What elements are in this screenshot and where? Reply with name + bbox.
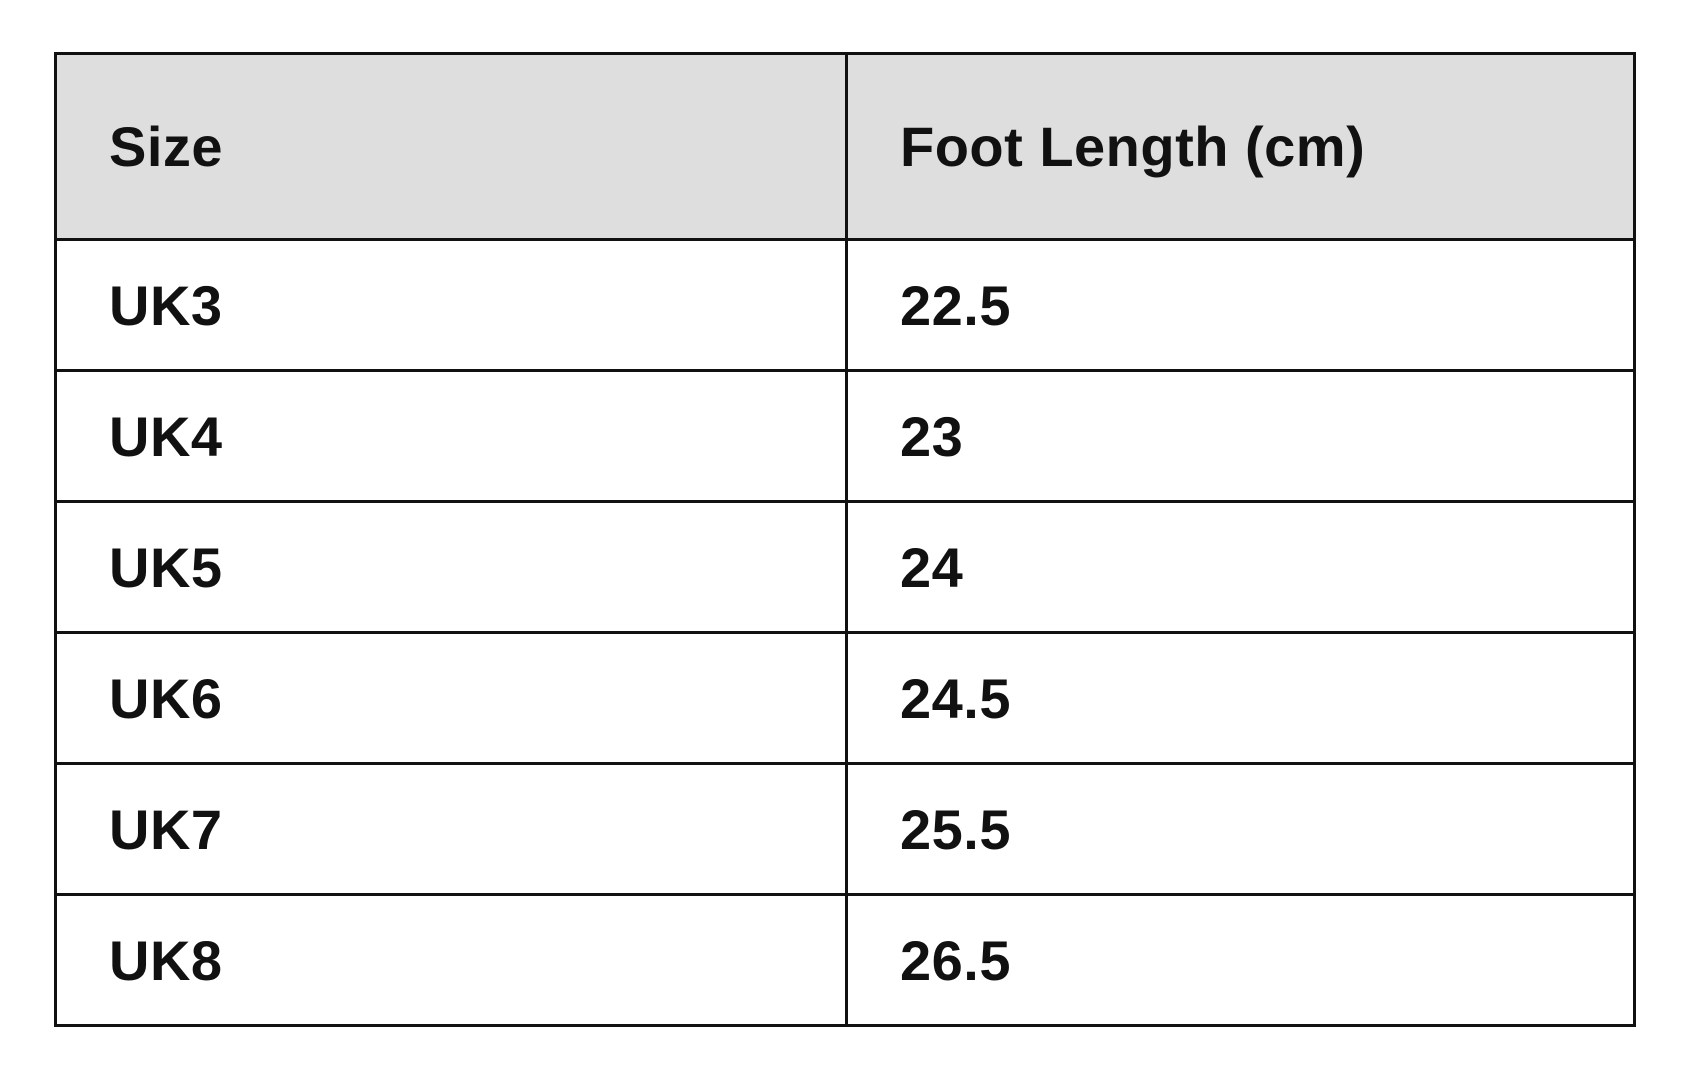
header-row: Size Foot Length (cm) (54, 52, 1636, 241)
table-row: UK8 26.5 (54, 893, 1636, 1027)
size-cell: UK8 (54, 893, 848, 1027)
size-cell: UK7 (54, 762, 848, 896)
size-chart-table: Size Foot Length (cm) UK3 22.5 UK4 23 UK5 24 U… (54, 52, 1636, 1027)
table-row: UK5 24 (54, 500, 1636, 634)
foot-length-cell: 23 (845, 369, 1636, 503)
size-cell: UK3 (54, 238, 848, 372)
foot-length-cell: 24 (845, 500, 1636, 634)
header-size: Size (54, 52, 848, 241)
foot-length-cell: 22.5 (845, 238, 1636, 372)
size-cell: UK5 (54, 500, 848, 634)
foot-length-cell: 25.5 (845, 762, 1636, 896)
foot-length-cell: 24.5 (845, 631, 1636, 765)
header-foot-length: Foot Length (cm) (845, 52, 1636, 241)
table-row: UK6 24.5 (54, 631, 1636, 765)
size-cell: UK4 (54, 369, 848, 503)
table-row: UK3 22.5 (54, 238, 1636, 372)
table-row: UK7 25.5 (54, 762, 1636, 896)
table-row: UK4 23 (54, 369, 1636, 503)
foot-length-cell: 26.5 (845, 893, 1636, 1027)
size-cell: UK6 (54, 631, 848, 765)
